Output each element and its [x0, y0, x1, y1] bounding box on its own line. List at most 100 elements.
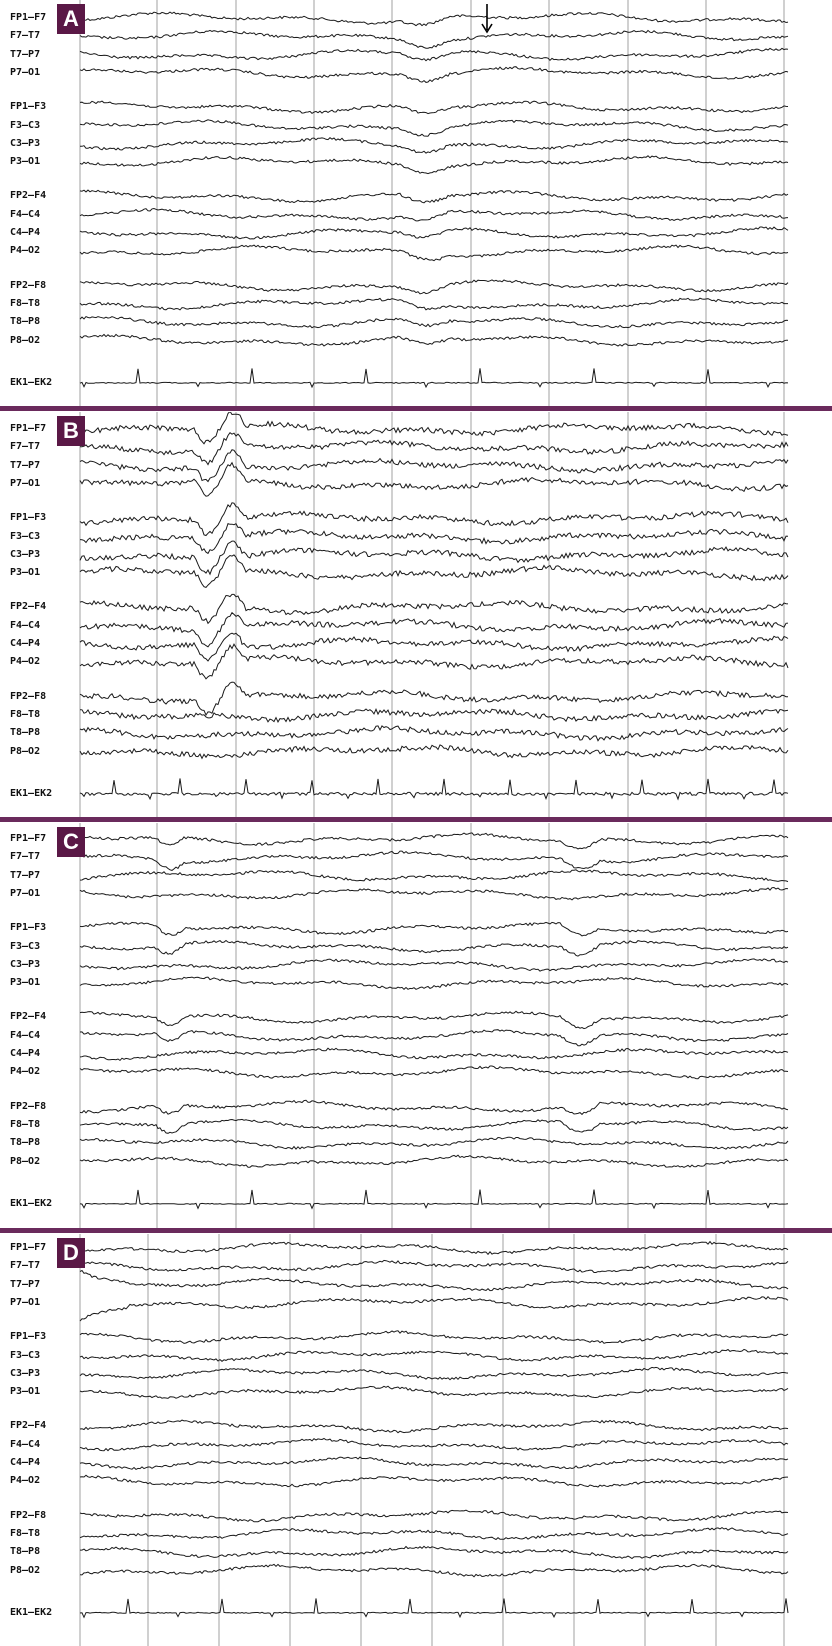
eeg-trace: [79, 869, 789, 883]
eeg-trace: [79, 1047, 789, 1062]
channel-label: F7–T7: [10, 441, 41, 453]
channel-label: P7–O1: [10, 887, 41, 899]
channel-label: FP1–F3: [10, 922, 47, 934]
channel-label: C3–P3: [10, 548, 41, 560]
channel-label: F8–T8: [10, 297, 41, 309]
eeg-trace: [79, 643, 789, 680]
channel-label: FP2–F4: [10, 190, 47, 202]
eeg-trace: [79, 333, 789, 347]
eeg-trace: [79, 189, 789, 204]
channel-label: C3–P3: [10, 137, 41, 149]
eeg-trace: [79, 226, 789, 240]
channel-label: C4–P4: [10, 638, 41, 649]
channel-label: T8–P8: [10, 1546, 41, 1558]
channel-label: T7–P7: [10, 869, 41, 881]
eeg-trace: [79, 540, 789, 576]
eeg-panel-a: A FP1–F7 F7–T7 T7–P7 P7–O1 FP1–F3 F3–C3 C3–P3 P…: [0, 0, 832, 406]
channel-label: P3–O1: [10, 977, 41, 989]
channel-label: F8–T8: [10, 1527, 41, 1539]
channel-label: T8–P8: [10, 316, 41, 328]
eeg-trace: [79, 921, 789, 937]
eeg-trace: [79, 244, 789, 262]
eeg-trace: [79, 1029, 789, 1047]
eeg-trace: [79, 1330, 789, 1344]
ekg-trace: [79, 778, 789, 801]
eeg-trace: [79, 207, 789, 222]
eeg-trace: [79, 279, 789, 295]
channel-label: F7–T7: [10, 30, 41, 42]
channel-label: FP2–F4: [10, 1011, 47, 1023]
eeg-trace: [79, 100, 789, 115]
eeg-trace: [79, 1259, 789, 1273]
eeg-trace: [79, 1509, 789, 1523]
channel-label: FP1–F3: [10, 1331, 47, 1343]
eeg-trace: [79, 502, 789, 537]
channel-label: F3–C3: [10, 1349, 41, 1361]
eeg-trace: [79, 611, 789, 648]
ekg-trace: [79, 368, 789, 389]
channel-label: P8–O2: [10, 334, 41, 346]
channel-label: T8–P8: [10, 727, 41, 739]
eeg-trace: [79, 958, 789, 972]
channel-label: C4–P4: [10, 227, 41, 238]
eeg-panel-d: D FP1–F7 F7–T7 T7–P7 P7–O1 FP1–F3 F3–C3 C3–P3 P…: [0, 1234, 832, 1646]
channel-label: F7–T7: [10, 851, 41, 863]
eeg-trace: [79, 1366, 789, 1381]
eeg-trace: [79, 1118, 789, 1134]
eeg-trace: [79, 1526, 789, 1541]
eeg-trace: [79, 297, 788, 311]
channel-label: F3–C3: [10, 940, 41, 952]
eeg-trace: [79, 632, 789, 662]
channel-label: P8–O2: [10, 745, 41, 757]
eeg-trace: [79, 1099, 789, 1116]
eeg-trace: [79, 725, 789, 742]
eeg-trace: [80, 431, 789, 466]
eeg-trace: [79, 47, 789, 62]
channel-label: FP1–F7: [10, 1242, 47, 1253]
arrow-down-icon: [481, 4, 493, 34]
channel-label: T7–P7: [10, 459, 41, 471]
channel-label: FP1–F7: [10, 12, 47, 23]
channel-label: F3–C3: [10, 530, 41, 542]
panel-divider: [0, 1228, 832, 1233]
eeg-trace: [79, 522, 789, 555]
channel-label: P7–O1: [10, 66, 41, 78]
panel-divider: [0, 817, 832, 822]
eeg-traces-c: [79, 823, 789, 1228]
eeg-trace: [79, 1295, 789, 1322]
eeg-trace: [80, 850, 789, 871]
channel-label: FP2–F8: [10, 690, 47, 702]
panel-label-a: A: [57, 4, 85, 34]
channel-label: EK1–EK2: [10, 787, 53, 799]
eeg-trace: [79, 939, 789, 957]
channel-label: FP2–F8: [10, 1509, 47, 1521]
eeg-trace: [79, 155, 789, 175]
eeg-trace: [79, 449, 789, 483]
channel-label: P3–O1: [10, 1386, 41, 1398]
channel-label: FP1–F7: [10, 423, 47, 434]
eeg-trace: [79, 1240, 789, 1256]
channel-label: P8–O2: [10, 1564, 41, 1576]
eeg-trace: [79, 1348, 789, 1362]
eeg-trace: [79, 29, 789, 49]
channel-label: FP2–F4: [10, 601, 47, 613]
channel-label: C3–P3: [10, 958, 41, 970]
eeg-trace: [79, 1385, 789, 1399]
channel-label: F4–C4: [10, 208, 41, 220]
eeg-trace: [79, 1419, 789, 1434]
eeg-trace: [79, 976, 789, 990]
ekg-trace: [79, 1598, 789, 1619]
eeg-trace: [79, 708, 789, 723]
eeg-trace: [79, 1136, 789, 1150]
eeg-trace: [79, 1154, 789, 1168]
eeg-trace: [79, 461, 789, 497]
eeg-trace: [79, 315, 789, 329]
eeg-trace: [79, 593, 789, 625]
channel-label: C4–P4: [10, 1457, 41, 1468]
eeg-trace: [79, 412, 789, 445]
eeg-trace: [79, 681, 788, 717]
eeg-trace: [79, 1269, 789, 1292]
eeg-trace: [80, 1545, 789, 1560]
eeg-trace: [79, 1010, 789, 1030]
